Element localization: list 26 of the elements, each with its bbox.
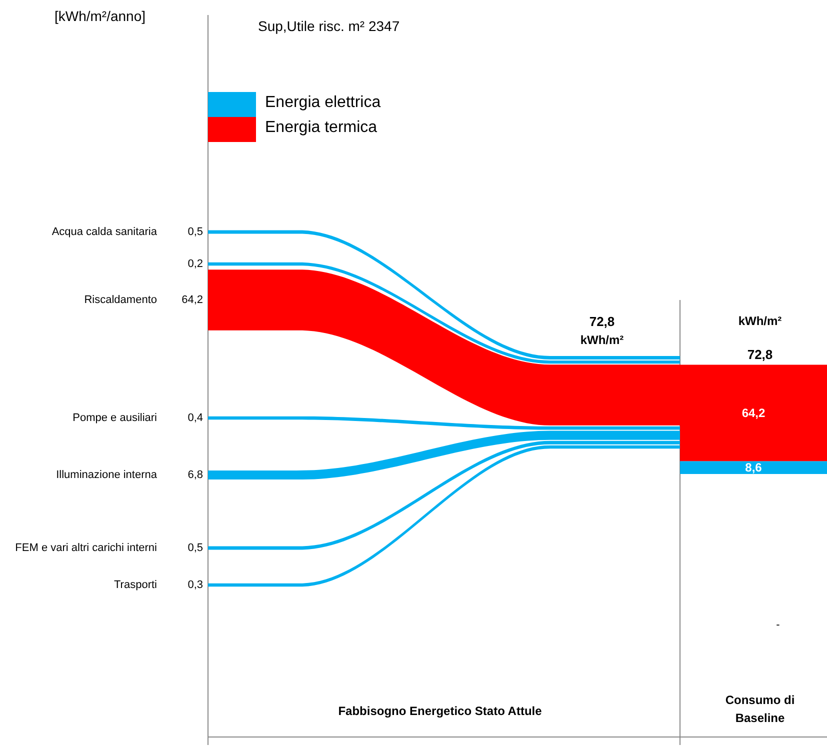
data-label: 0,5 — [188, 226, 203, 238]
text: Sup,Utile risc. m² 2347 — [258, 18, 400, 34]
legend-label: Energia termica — [265, 119, 378, 136]
category-label: FEM e vari altri carichi interni — [15, 542, 157, 554]
legend-label: Energia elettrica — [265, 94, 381, 111]
text: 72,8 — [589, 314, 615, 329]
data-label: 0,2 — [188, 258, 203, 270]
x-axis-title: Consumo di Baseline — [725, 693, 795, 725]
data-label: 64,2 — [182, 294, 203, 306]
text: Fabbisogno Energetico Stato Attule — [338, 704, 542, 718]
data-label: 0,4 — [188, 412, 203, 424]
data-label: 0,5 — [188, 542, 203, 554]
data-label: 6,8 — [188, 469, 203, 481]
text: [kWh/m²/anno] — [54, 8, 146, 24]
text: - — [776, 619, 780, 631]
data-label: 64,2 — [742, 406, 766, 420]
data-label: 0,3 — [188, 579, 203, 591]
category-label: Pompe e ausiliari — [72, 412, 157, 424]
category-label: Trasporti — [114, 579, 157, 591]
category-label: Illuminazione interna — [56, 469, 158, 481]
total-label: 72,8 — [747, 346, 773, 362]
text: kWh/m² — [738, 314, 782, 328]
text: kWh/m² — [580, 333, 624, 347]
data-label: 8,6 — [745, 460, 762, 475]
category-label: Acqua calda sanitaria — [52, 226, 158, 238]
category-label: Riscaldamento — [84, 294, 157, 306]
